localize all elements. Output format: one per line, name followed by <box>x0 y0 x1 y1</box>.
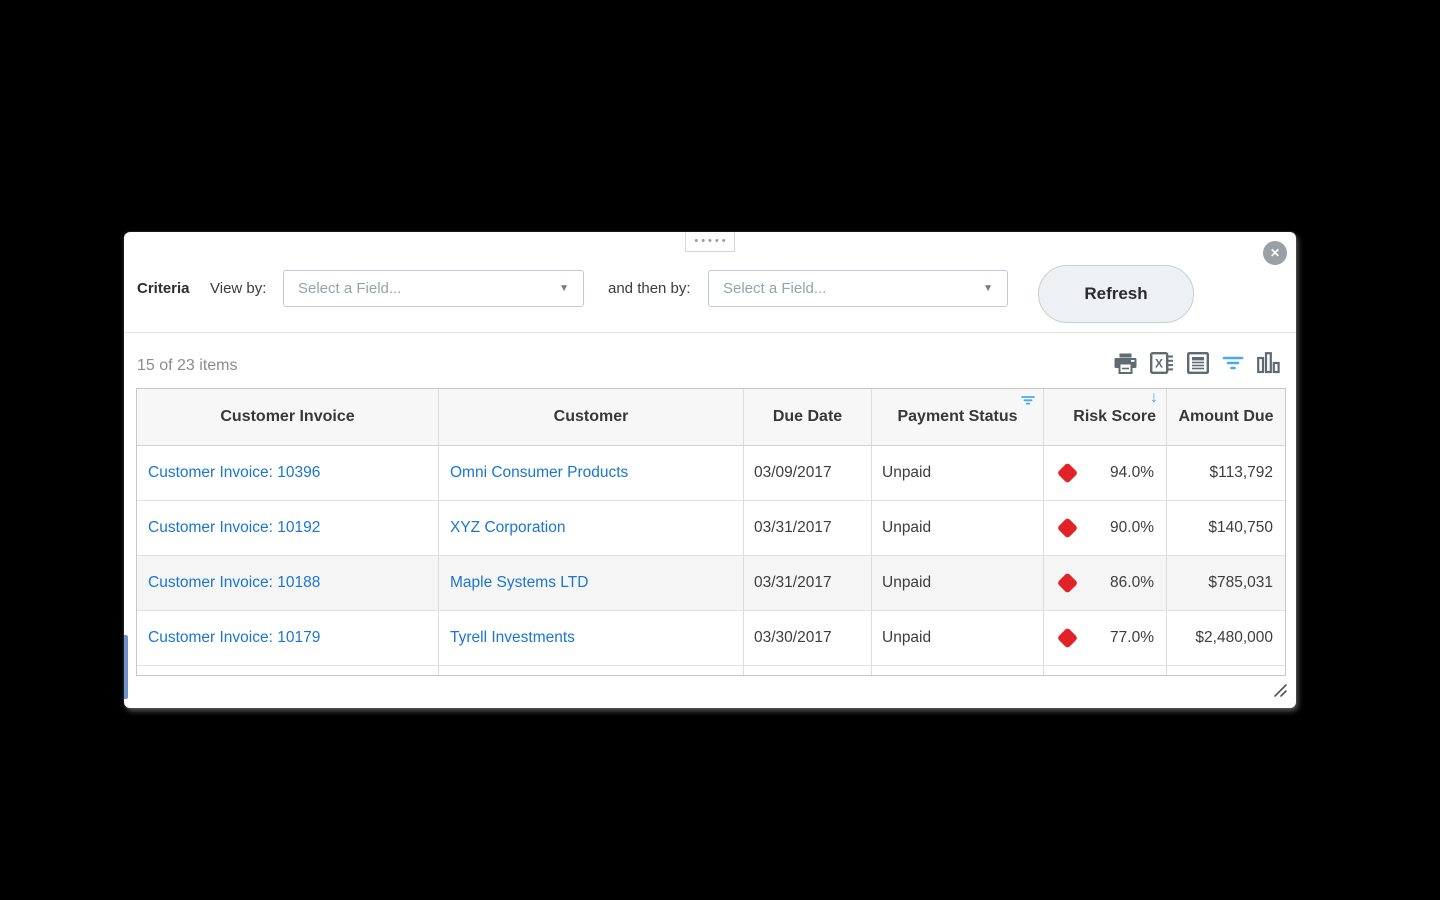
table-toolbar: X <box>1114 352 1280 374</box>
risk-score-value: 90.0% <box>1110 519 1154 536</box>
risk-score-cell: 86.0% <box>1044 556 1167 610</box>
risk-score-value: 86.0% <box>1110 574 1154 591</box>
risk-diamond-icon <box>1056 572 1079 594</box>
excel-export-icon[interactable]: X <box>1150 352 1174 374</box>
due-date-cell: 03/31/2017 <box>744 501 872 555</box>
table-row: Customer Invoice: 10188 Maple Systems LT… <box>137 556 1285 611</box>
customer-link[interactable]: Maple Systems LTD <box>450 574 589 591</box>
invoice-link[interactable]: Customer Invoice: 10396 <box>148 464 321 481</box>
sort-descending-icon: ↓ <box>1150 389 1158 406</box>
payment-status-cell: Unpaid <box>872 611 1044 665</box>
amount-due-cell: $2,480,000 <box>1195 629 1273 646</box>
filter-icon[interactable] <box>1222 354 1244 372</box>
column-header-amount-due[interactable]: Amount Due <box>1167 389 1285 446</box>
payment-status-cell: Unpaid <box>872 501 1044 555</box>
table-row: Customer Invoice: 10179 Tyrell Investmen… <box>137 611 1285 666</box>
column-header-payment-status[interactable]: Payment Status <box>872 389 1044 446</box>
amount-due-cell: $140,750 <box>1208 519 1273 536</box>
print-icon[interactable] <box>1114 353 1137 374</box>
payment-status-cell: Unpaid <box>872 446 1044 500</box>
then-by-select-value: Select a Field... <box>723 280 827 297</box>
divider <box>124 332 1296 333</box>
chevron-down-icon: ▼ <box>983 283 993 294</box>
risk-score-cell: 77.0% <box>1044 611 1167 665</box>
amount-due-cell: $113,792 <box>1209 464 1274 481</box>
risk-score-cell: 94.0% <box>1044 446 1167 500</box>
close-button[interactable]: ✕ <box>1263 241 1287 265</box>
filter-icon[interactable] <box>1021 393 1035 411</box>
column-header-risk-score[interactable]: Risk Score ↓ <box>1044 389 1167 446</box>
resize-handle[interactable] <box>1272 682 1288 703</box>
risk-score-value: 77.0% <box>1110 629 1154 646</box>
customer-link[interactable]: Tyrell Investments <box>450 629 575 646</box>
then-by-select[interactable]: Select a Field... ▼ <box>708 270 1008 307</box>
invoice-link[interactable]: Customer Invoice: 10179 <box>148 629 321 646</box>
criteria-label: Criteria <box>137 280 190 297</box>
column-header-customer[interactable]: Customer <box>439 389 744 446</box>
criteria-report-dialog: ••••• ✕ Criteria View by: Select a Field… <box>124 232 1296 708</box>
close-icon: ✕ <box>1269 246 1281 260</box>
amount-due-cell: $785,031 <box>1208 574 1273 591</box>
risk-score-value: 94.0% <box>1110 464 1154 481</box>
bar-chart-icon[interactable] <box>1257 352 1280 374</box>
customer-link[interactable]: XYZ Corporation <box>450 519 566 536</box>
invoice-link[interactable]: Customer Invoice: 10188 <box>148 574 321 591</box>
items-count: 15 of 23 items <box>137 357 238 374</box>
refresh-button[interactable]: Refresh <box>1038 265 1194 323</box>
risk-diamond-icon <box>1056 462 1079 484</box>
due-date-cell: 03/30/2017 <box>744 611 872 665</box>
left-scrollbar-indicator[interactable] <box>124 635 128 699</box>
table-header-row: Customer Invoice Customer Due Date Payme… <box>137 389 1285 446</box>
risk-diamond-icon <box>1056 627 1079 649</box>
table-row: Customer Invoice: 10192 XYZ Corporation … <box>137 501 1285 556</box>
then-by-label: and then by: <box>608 280 691 297</box>
svg-text:X: X <box>1155 357 1163 371</box>
invoice-link[interactable]: Customer Invoice: 10192 <box>148 519 321 536</box>
drag-handle[interactable]: ••••• <box>685 232 735 252</box>
view-by-select[interactable]: Select a Field... ▼ <box>283 270 584 307</box>
risk-score-cell: 90.0% <box>1044 501 1167 555</box>
document-grid-icon[interactable] <box>1187 352 1209 374</box>
view-by-label: View by: <box>210 280 267 297</box>
table-body: Customer Invoice: 10396 Omni Consumer Pr… <box>137 446 1285 675</box>
column-header-customer-invoice[interactable]: Customer Invoice <box>137 389 439 446</box>
chevron-down-icon: ▼ <box>559 283 569 294</box>
customer-link[interactable]: Omni Consumer Products <box>450 464 629 481</box>
table-row: Customer Invoice: 10396 Omni Consumer Pr… <box>137 446 1285 501</box>
payment-status-cell: Unpaid <box>872 556 1044 610</box>
view-by-select-value: Select a Field... <box>298 280 402 297</box>
drag-handle-dots-icon: ••••• <box>694 235 729 247</box>
due-date-cell: 03/31/2017 <box>744 556 872 610</box>
table-row-clipped <box>137 666 1285 675</box>
invoice-table: Customer Invoice Customer Due Date Payme… <box>136 388 1286 676</box>
column-header-due-date[interactable]: Due Date <box>744 389 872 446</box>
due-date-cell: 03/09/2017 <box>744 446 872 500</box>
risk-diamond-icon <box>1056 517 1079 539</box>
